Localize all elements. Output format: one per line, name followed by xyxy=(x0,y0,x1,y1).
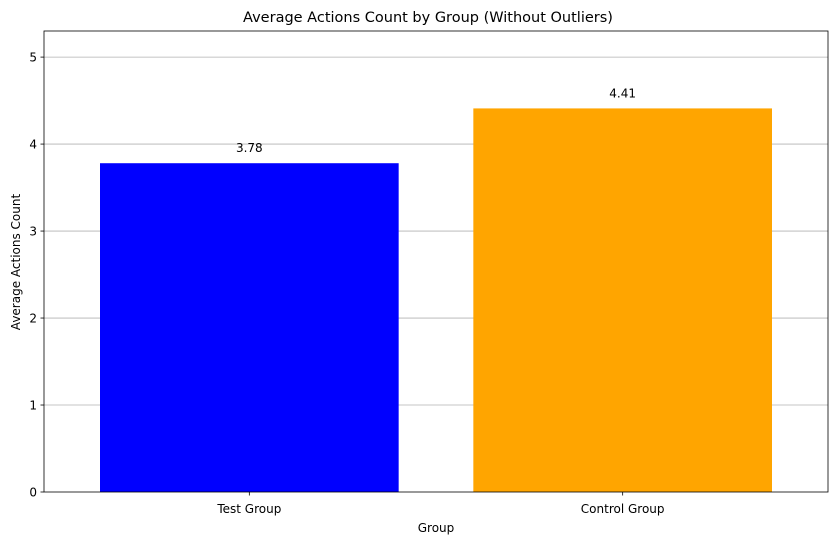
bars xyxy=(100,108,772,493)
bar-test-group xyxy=(100,163,399,493)
bar-value-labels: 3.78 4.41 xyxy=(236,86,636,155)
y-tick-label: 0 xyxy=(29,486,37,500)
y-axis-label: Average Actions Count xyxy=(9,194,23,331)
x-tick-label: Test Group xyxy=(216,502,281,516)
x-axis-label: Group xyxy=(418,521,455,535)
y-tick-label: 1 xyxy=(29,399,37,413)
plot-frame xyxy=(43,30,829,493)
bar-value-label: 3.78 xyxy=(236,141,263,155)
axes xyxy=(40,30,829,496)
y-tick-label: 2 xyxy=(29,312,37,326)
chart-title: Average Actions Count by Group (Without … xyxy=(243,10,613,26)
x-tick-label: Control Group xyxy=(581,502,665,516)
bar-control-group xyxy=(473,108,772,492)
tick-labels: 0 1 2 3 4 5 Test Group Control Group xyxy=(29,51,664,516)
y-tick-label: 5 xyxy=(29,51,37,65)
y-tick-label: 4 xyxy=(29,138,37,152)
y-tick-label: 3 xyxy=(29,225,37,239)
bar-value-label: 4.41 xyxy=(609,86,636,100)
